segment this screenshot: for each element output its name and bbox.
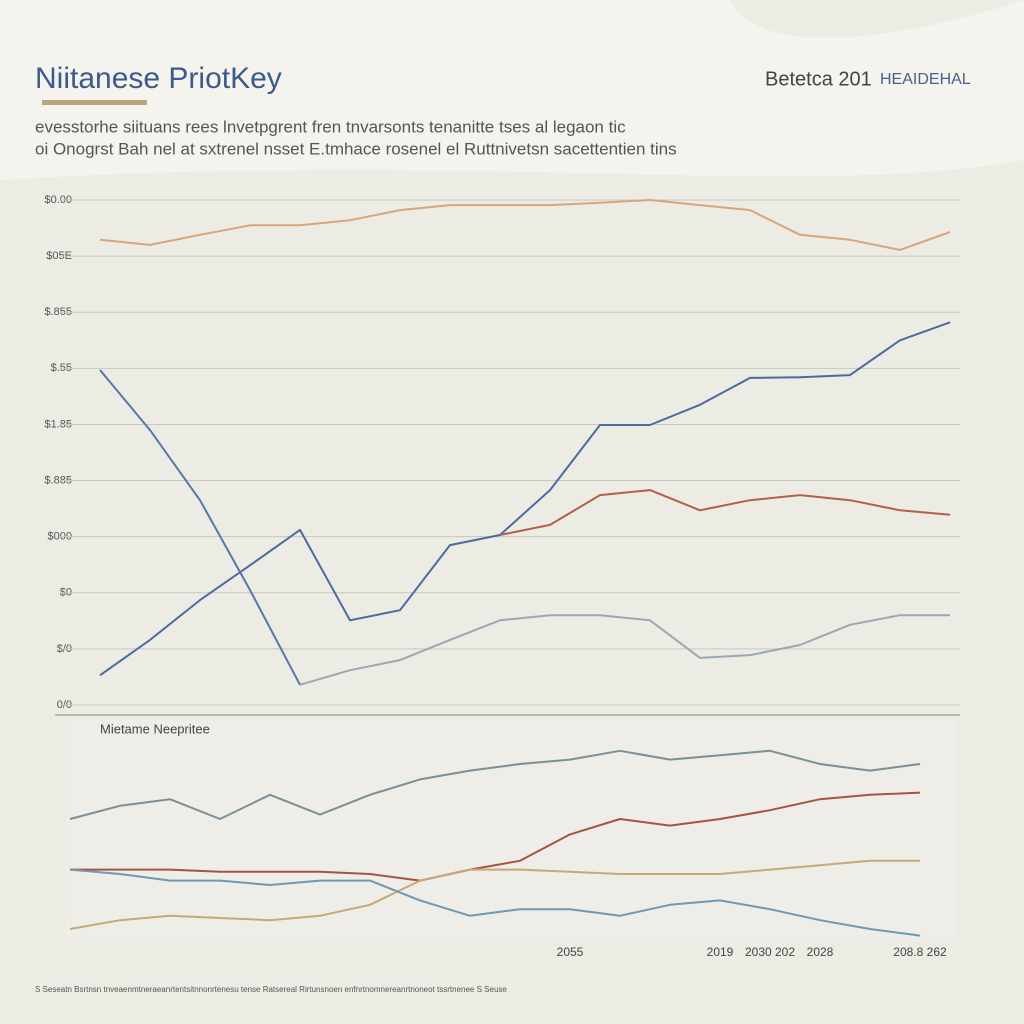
title-underline <box>42 100 147 105</box>
series-line <box>99 369 301 686</box>
header-panel <box>0 0 1024 180</box>
series-line <box>70 791 921 882</box>
x-tick-label: 2028 <box>807 945 834 959</box>
chart-title: Mietame Neepritee <box>100 721 210 736</box>
corner-label: Betetca 201 <box>765 68 872 90</box>
series-line <box>99 199 951 251</box>
y-tick-label: $000 <box>48 531 72 543</box>
x-tick-label: 208.8 262 <box>893 945 947 959</box>
x-tick-label: 2055 <box>557 945 584 959</box>
series-line <box>69 749 921 820</box>
y-tick-label: $05E <box>46 250 72 262</box>
subtitle: oi Onogrst Bah nel at sxtrenel nsset E.t… <box>35 139 677 158</box>
y-tick-label: $.855 <box>44 306 72 318</box>
x-tick-label: 2019 <box>707 945 734 959</box>
footer: S Seseatn Bsrtnsn tnveaenmtneraeanrtents… <box>35 985 507 994</box>
subtitle: evesstorhe siituans rees lnvetpgrent fre… <box>35 117 626 136</box>
x-tick-label: 2030 202 <box>745 945 795 959</box>
series-line <box>299 614 950 686</box>
y-tick-label: $1.85 <box>44 418 72 430</box>
y-tick-label: $.885 <box>44 474 72 486</box>
series-line <box>69 859 920 930</box>
corner-sub: HEAIDEHAL <box>880 71 971 88</box>
series-line <box>69 868 921 937</box>
series-line <box>99 321 951 677</box>
title: Niitanese PriotKey <box>35 62 282 95</box>
series-line <box>499 489 951 536</box>
y-tick-label: $0.00 <box>44 194 72 206</box>
lower-panel <box>65 720 955 942</box>
